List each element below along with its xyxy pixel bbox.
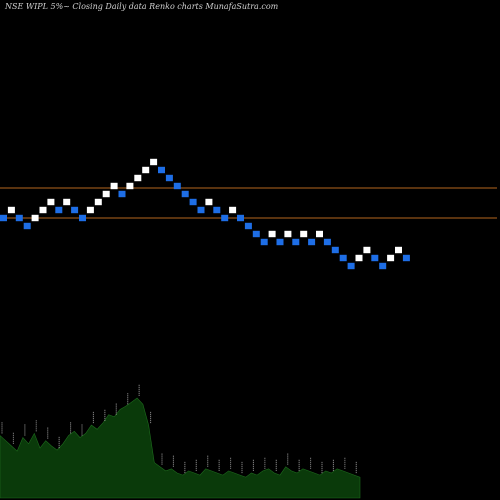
renko-brick-27 [205, 198, 213, 206]
renko-brick-4 [23, 222, 31, 230]
renko-brick-36 [276, 238, 284, 246]
volume-area-shape [0, 397, 361, 499]
volume-area [0, 397, 361, 499]
renko-brick-44 [339, 254, 347, 262]
renko-brick-43 [331, 246, 339, 254]
renko-brick-17 [126, 182, 134, 190]
renko-brick-39 [300, 230, 308, 238]
volume-labels [1, 384, 357, 474]
renko-brick-22 [165, 174, 173, 182]
renko-brick-41 [316, 230, 323, 238]
reference-lines [0, 187, 497, 219]
renko-brick-1 [0, 214, 7, 222]
renko-brick-8 [55, 206, 63, 214]
renko-brick-16 [118, 190, 126, 198]
renko-brick-38 [292, 238, 300, 246]
renko-brick-14 [102, 190, 110, 198]
renko-brick-33 [252, 230, 260, 238]
renko-brick-7 [47, 198, 55, 206]
renko-brick-31 [237, 214, 244, 222]
renko-brick-42 [323, 238, 331, 246]
renko-brick-24 [181, 190, 189, 198]
renko-brick-32 [244, 222, 252, 230]
renko-brick-5 [31, 214, 39, 222]
renko-brick-15 [110, 182, 118, 190]
renko-brick-30 [229, 206, 237, 214]
renko-brick-40 [308, 238, 316, 246]
renko-brick-51 [395, 246, 402, 254]
renko-brick-19 [142, 166, 150, 174]
renko-bricks [0, 158, 410, 270]
renko-brick-23 [173, 182, 181, 190]
renko-brick-46 [355, 254, 363, 262]
renko-brick-47 [363, 246, 371, 254]
renko-brick-20 [150, 158, 158, 166]
renko-brick-52 [402, 254, 410, 262]
renko-brick-2 [7, 206, 15, 214]
renko-brick-21 [158, 166, 165, 174]
renko-brick-49 [379, 262, 387, 270]
renko-brick-29 [221, 214, 229, 222]
renko-brick-50 [387, 254, 395, 262]
renko-brick-37 [284, 230, 292, 238]
renko-brick-25 [189, 198, 197, 206]
renko-brick-12 [86, 206, 94, 214]
renko-brick-9 [63, 198, 71, 206]
renko-brick-11 [79, 214, 86, 222]
renko-brick-48 [371, 254, 379, 262]
renko-brick-26 [197, 206, 205, 214]
renko-brick-10 [71, 206, 79, 214]
renko-brick-34 [260, 238, 268, 246]
renko-brick-3 [15, 214, 23, 222]
renko-brick-45 [347, 262, 355, 270]
renko-brick-6 [39, 206, 47, 214]
renko-brick-28 [213, 206, 221, 214]
renko-brick-13 [94, 198, 102, 206]
renko-brick-35 [268, 230, 276, 238]
chart-title: NSE WIPL 5%~ Closing Daily data Renko ch… [4, 2, 279, 11]
renko-brick-18 [134, 174, 142, 182]
